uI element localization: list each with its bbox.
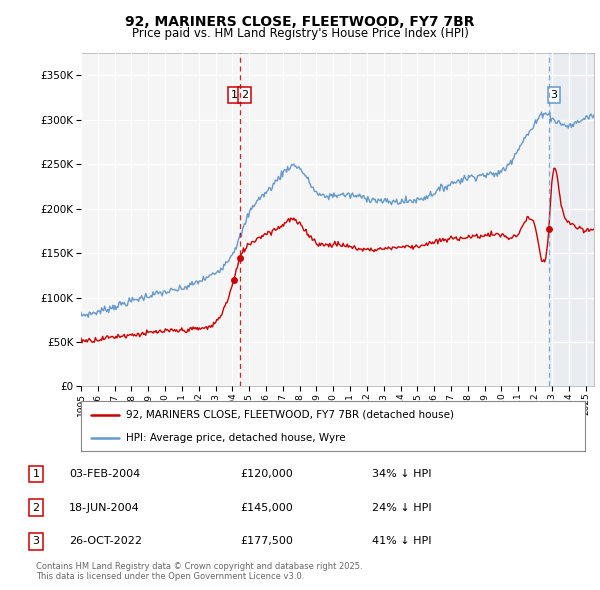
Text: 24% ↓ HPI: 24% ↓ HPI <box>372 503 431 513</box>
Text: Contains HM Land Registry data © Crown copyright and database right 2025.
This d: Contains HM Land Registry data © Crown c… <box>36 562 362 581</box>
Text: Price paid vs. HM Land Registry's House Price Index (HPI): Price paid vs. HM Land Registry's House … <box>131 27 469 40</box>
Text: 3: 3 <box>551 90 557 100</box>
Text: 03-FEB-2004: 03-FEB-2004 <box>69 469 140 479</box>
Text: 92, MARINERS CLOSE, FLEETWOOD, FY7 7BR (detached house): 92, MARINERS CLOSE, FLEETWOOD, FY7 7BR (… <box>127 409 454 419</box>
Text: 92, MARINERS CLOSE, FLEETWOOD, FY7 7BR: 92, MARINERS CLOSE, FLEETWOOD, FY7 7BR <box>125 15 475 29</box>
Text: 2: 2 <box>241 90 248 100</box>
Text: 26-OCT-2022: 26-OCT-2022 <box>69 536 142 546</box>
Bar <box>549 53 594 386</box>
Text: £177,500: £177,500 <box>240 536 293 546</box>
Text: 2: 2 <box>32 503 40 513</box>
Text: 1: 1 <box>231 90 238 100</box>
Text: 41% ↓ HPI: 41% ↓ HPI <box>372 536 431 546</box>
Text: HPI: Average price, detached house, Wyre: HPI: Average price, detached house, Wyre <box>127 433 346 443</box>
Text: 18-JUN-2004: 18-JUN-2004 <box>69 503 140 513</box>
Text: £145,000: £145,000 <box>240 503 293 513</box>
Text: 3: 3 <box>32 536 40 546</box>
Text: 34% ↓ HPI: 34% ↓ HPI <box>372 469 431 479</box>
Text: 1: 1 <box>32 469 40 479</box>
Text: £120,000: £120,000 <box>240 469 293 479</box>
